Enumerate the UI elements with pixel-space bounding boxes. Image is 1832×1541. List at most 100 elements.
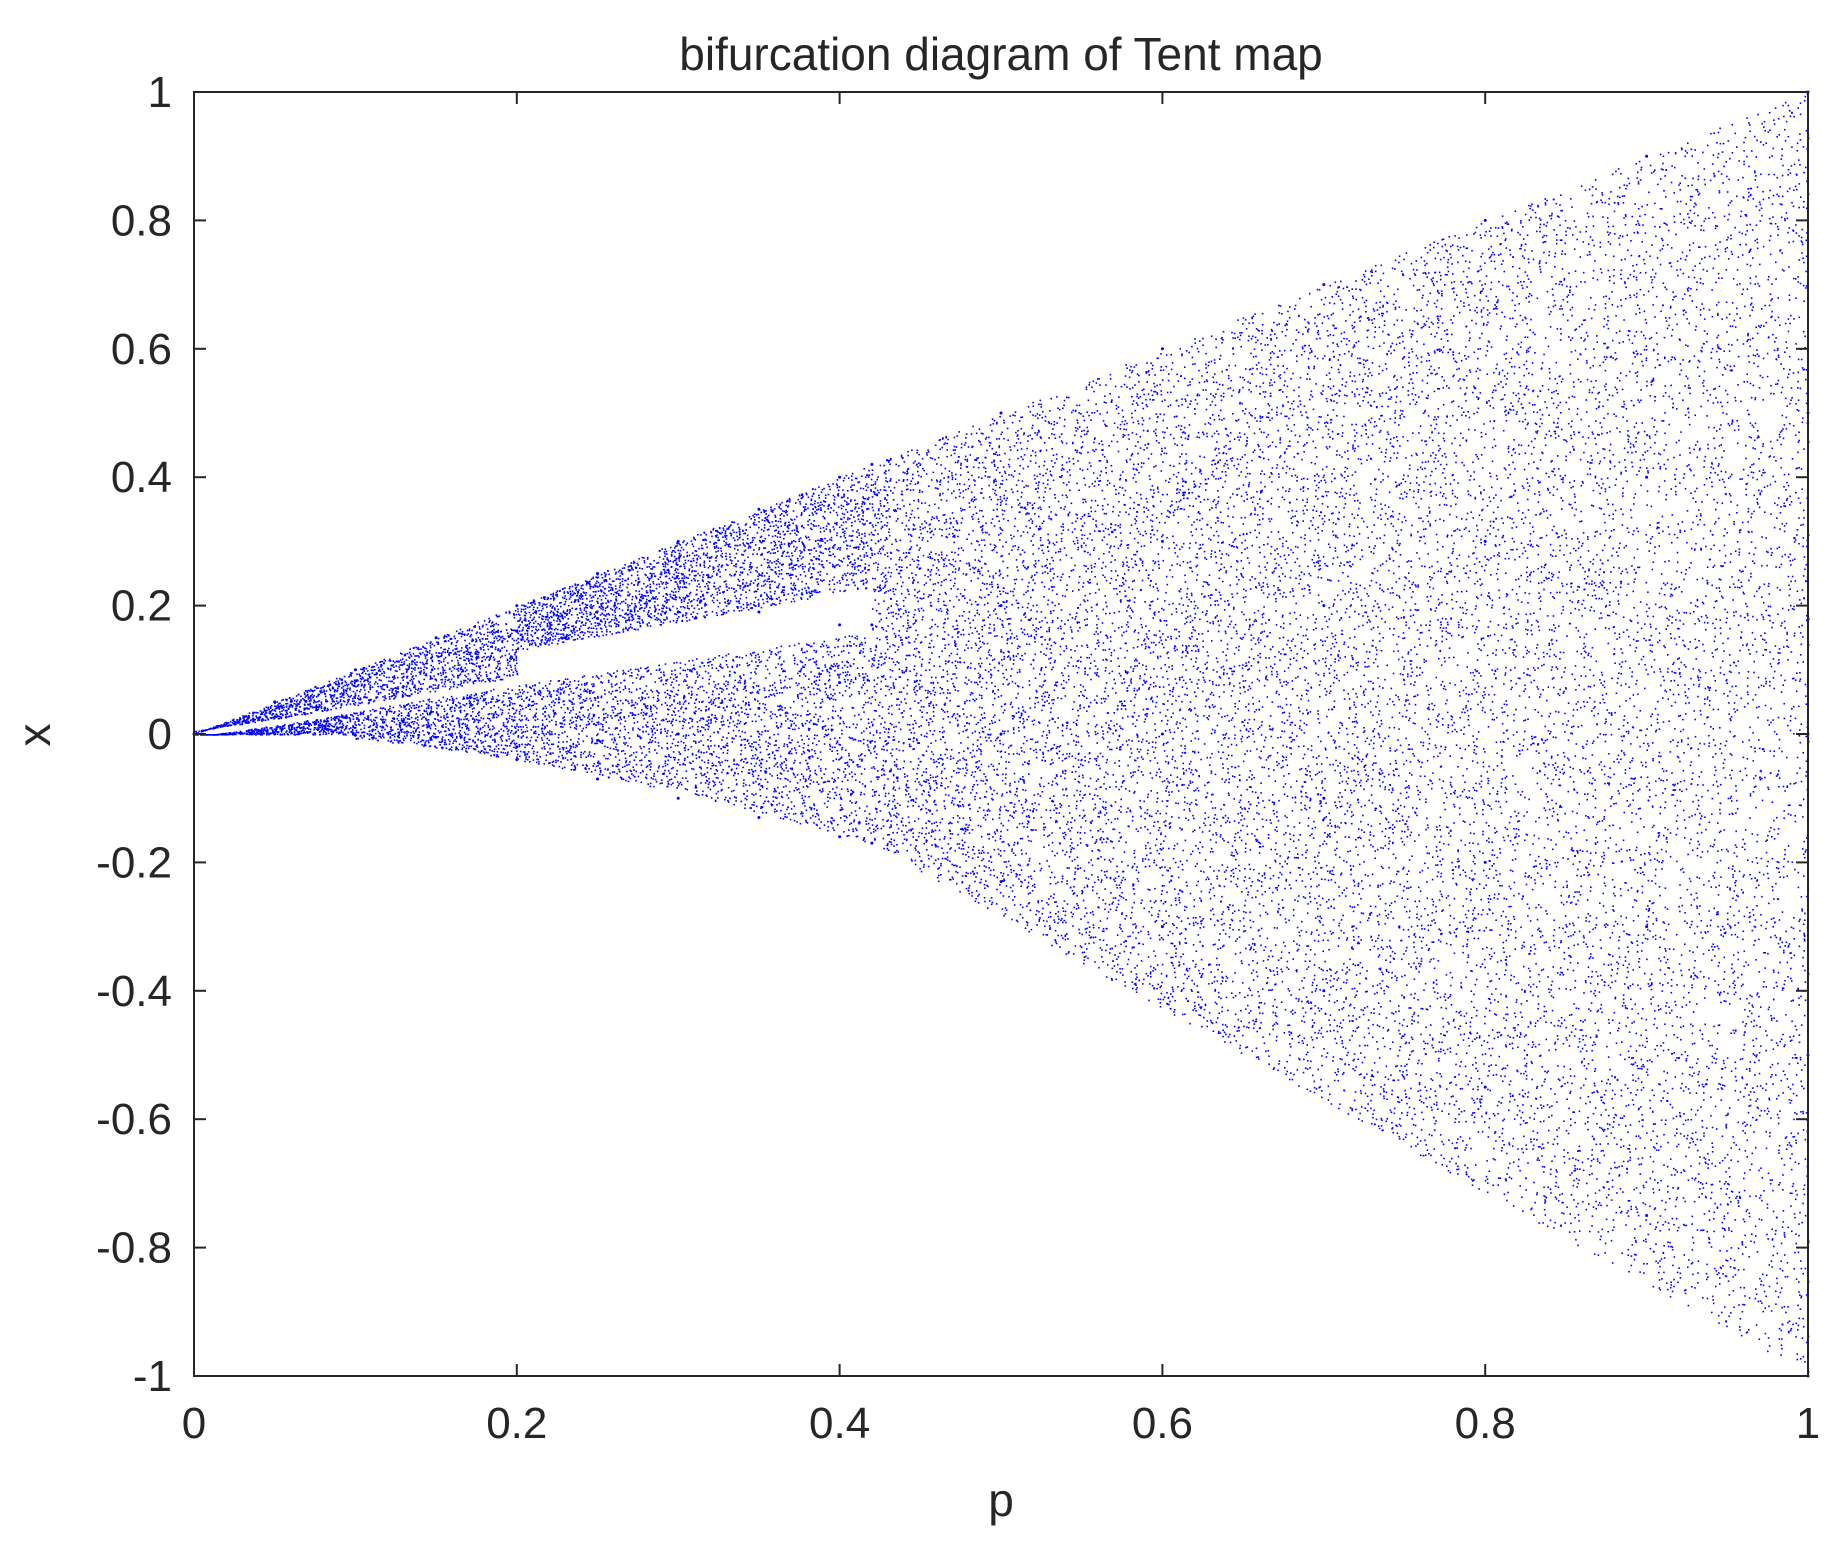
scatter-point [1234, 734, 1236, 736]
scatter-point [1388, 398, 1390, 400]
scatter-point [1617, 377, 1619, 379]
scatter-point [1359, 782, 1361, 784]
scatter-point [714, 715, 716, 717]
scatter-point [664, 556, 666, 558]
scatter-point [1099, 413, 1101, 415]
scatter-point [1233, 506, 1235, 508]
scatter-point [680, 606, 682, 608]
scatter-point [1673, 1034, 1675, 1036]
scatter-point [683, 540, 685, 542]
scatter-point [930, 693, 932, 695]
scatter-point [1522, 945, 1524, 947]
scatter-point [941, 529, 943, 531]
scatter-point [1327, 1052, 1329, 1054]
scatter-point [1088, 513, 1090, 515]
scatter-point [1034, 707, 1036, 709]
scatter-point [614, 569, 616, 571]
scatter-point [1036, 752, 1038, 754]
scatter-point [891, 724, 893, 726]
scatter-point [600, 614, 602, 616]
scatter-point [1061, 576, 1063, 578]
scatter-point [1407, 829, 1409, 831]
scatter-point [1373, 1110, 1375, 1112]
scatter-point [1785, 1276, 1787, 1278]
scatter-point [1497, 569, 1499, 571]
scatter-point [1793, 1036, 1795, 1038]
scatter-point [1708, 1237, 1710, 1239]
scatter-point [1314, 622, 1316, 624]
scatter-point [1150, 684, 1152, 686]
scatter-point [1762, 445, 1764, 447]
scatter-point [1421, 440, 1423, 442]
scatter-point [340, 726, 342, 728]
scatter-point [931, 829, 933, 831]
scatter-point [817, 581, 819, 583]
scatter-point [1647, 1060, 1649, 1062]
scatter-point [1142, 562, 1144, 564]
scatter-point [1576, 1186, 1578, 1188]
scatter-point [1702, 578, 1704, 580]
scatter-point [1374, 736, 1376, 738]
scatter-point [827, 670, 829, 672]
scatter-point [1215, 507, 1217, 509]
scatter-point [1069, 830, 1071, 832]
scatter-point [1263, 582, 1265, 584]
scatter-point [1721, 849, 1723, 851]
scatter-point [1497, 961, 1499, 963]
scatter-point [1395, 402, 1397, 404]
scatter-point [1183, 953, 1185, 955]
scatter-point [971, 895, 973, 897]
scatter-point [1700, 229, 1702, 231]
scatter-point [1525, 1034, 1527, 1036]
scatter-point [586, 618, 588, 620]
scatter-point [1743, 142, 1745, 144]
scatter-point [584, 683, 586, 685]
scatter-point [1107, 918, 1109, 920]
scatter-point [1085, 932, 1087, 934]
scatter-point [1673, 216, 1675, 218]
scatter-point [1432, 452, 1434, 454]
scatter-point [1791, 165, 1793, 167]
scatter-point [1212, 729, 1214, 731]
scatter-point [1131, 455, 1133, 457]
scatter-point [968, 479, 970, 481]
scatter-point [778, 747, 780, 749]
scatter-point [1738, 356, 1740, 358]
scatter-point [1227, 515, 1229, 517]
scatter-point [1133, 647, 1135, 649]
scatter-point [577, 599, 579, 601]
scatter-point [393, 712, 395, 714]
scatter-point [961, 848, 963, 850]
scatter-point [1297, 441, 1299, 443]
scatter-point [1356, 1018, 1358, 1020]
scatter-point [1732, 813, 1734, 815]
scatter-point [828, 654, 830, 656]
scatter-point [1476, 525, 1478, 527]
scatter-point [909, 796, 911, 798]
scatter-point [1676, 1116, 1678, 1118]
scatter-point [631, 599, 633, 601]
scatter-point [893, 815, 895, 817]
scatter-point [1438, 571, 1440, 573]
scatter-point [1778, 868, 1780, 870]
scatter-point [1739, 998, 1741, 1000]
scatter-point [485, 734, 487, 736]
scatter-point [1784, 1234, 1786, 1236]
scatter-point [1261, 725, 1263, 727]
scatter-point [492, 698, 494, 700]
scatter-point [444, 677, 446, 679]
scatter-point [1651, 506, 1653, 508]
scatter-point [1598, 434, 1600, 436]
scatter-point [1485, 535, 1487, 537]
scatter-point [1243, 614, 1245, 616]
scatter-point [1352, 328, 1354, 330]
scatter-point [1337, 345, 1339, 347]
scatter-point [1719, 1181, 1721, 1183]
scatter-point [847, 671, 849, 673]
scatter-point [1268, 446, 1270, 448]
scatter-point [726, 544, 728, 546]
scatter-point [530, 634, 532, 636]
scatter-point [1248, 1022, 1250, 1024]
scatter-point [1684, 473, 1686, 475]
